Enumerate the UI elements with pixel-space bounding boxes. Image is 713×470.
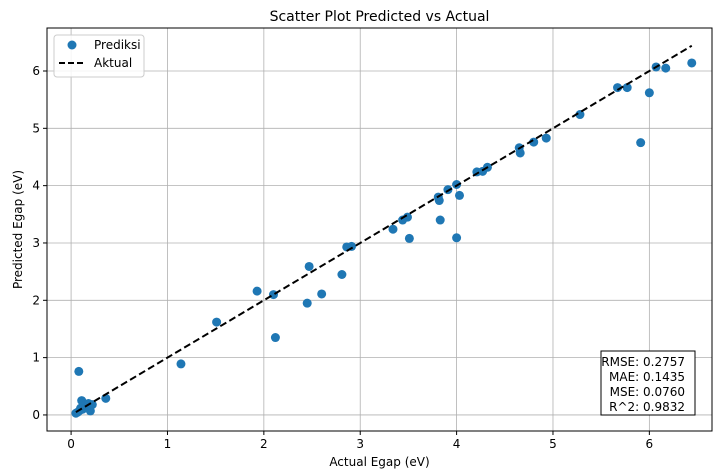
- scatter-point: [270, 333, 280, 343]
- metrics-box: [600, 350, 696, 416]
- scatter-point: [176, 359, 186, 369]
- scatter-point: [541, 133, 551, 143]
- y-tick-label: 6: [32, 64, 40, 78]
- metric-r2: R^2: 0.9832: [609, 400, 685, 414]
- metric-rmse: RMSE: 0.2757: [601, 355, 685, 369]
- scatter-point: [388, 224, 398, 234]
- scatter-point: [87, 400, 97, 410]
- scatter-point: [452, 233, 462, 243]
- x-tick-label: 0: [67, 437, 75, 451]
- scatter-point: [636, 138, 646, 148]
- legend-marker-prediksi: [67, 40, 77, 50]
- y-tick-label: 1: [32, 351, 40, 365]
- x-tick-label: 4: [453, 437, 461, 451]
- legend-label-aktual: Aktual: [94, 56, 132, 70]
- x-tick-label: 1: [164, 437, 172, 451]
- grid: [47, 28, 712, 431]
- y-tick-label: 3: [32, 236, 40, 250]
- scatter-point: [687, 58, 697, 68]
- scatter-point: [304, 261, 314, 271]
- scatter-point: [622, 83, 632, 93]
- x-tick-label: 5: [549, 437, 557, 451]
- scatter-point: [434, 196, 444, 206]
- x-tick-label: 6: [646, 437, 654, 451]
- scatter-point: [337, 270, 347, 280]
- y-tick-label: 0: [32, 408, 40, 422]
- series-layer: [71, 44, 697, 418]
- scatter-point: [529, 137, 539, 147]
- y-tick-label: 4: [32, 179, 40, 193]
- plot-frame: [46, 27, 713, 432]
- scatter-point: [515, 148, 525, 158]
- scatter-point: [404, 233, 414, 243]
- y-tick-label: 5: [32, 121, 40, 135]
- y-axis-label: Predicted Egap (eV): [11, 170, 25, 289]
- y-tick-label: 2: [32, 293, 40, 307]
- scatter-point: [268, 290, 278, 300]
- scatter-point: [661, 63, 671, 73]
- scatter-point: [644, 88, 654, 98]
- x-tick-label: 2: [260, 437, 268, 451]
- legend: Prediksi Aktual: [53, 34, 145, 78]
- metrics-annotation: RMSE: 0.2757 MAE: 0.1435 MSE: 0.0760 R^2…: [600, 350, 696, 416]
- scatter-point: [212, 317, 222, 327]
- scatter-point: [435, 215, 445, 225]
- scatter-point: [613, 83, 623, 93]
- legend-box: [53, 34, 145, 78]
- metric-mse: MSE: 0.0760: [610, 385, 685, 399]
- identity-line: [75, 44, 693, 413]
- x-axis-label: Actual Egap (eV): [329, 455, 429, 469]
- scatter-point: [575, 110, 585, 120]
- scatter-point: [454, 190, 464, 200]
- scatter-point: [74, 366, 84, 376]
- scatter-point: [317, 289, 327, 299]
- scatter-point: [252, 286, 262, 296]
- chart-title: Scatter Plot Predicted vs Actual: [270, 9, 490, 25]
- scatter-point: [302, 298, 312, 308]
- axis-ticks: 0 1 2 3 4 5 6 0 1 2 3 4 5 6: [32, 64, 653, 451]
- metric-mae: MAE: 0.1435: [609, 370, 685, 384]
- x-tick-label: 3: [356, 437, 364, 451]
- scatter-point: [402, 212, 412, 222]
- legend-label-prediksi: Prediksi: [94, 38, 141, 52]
